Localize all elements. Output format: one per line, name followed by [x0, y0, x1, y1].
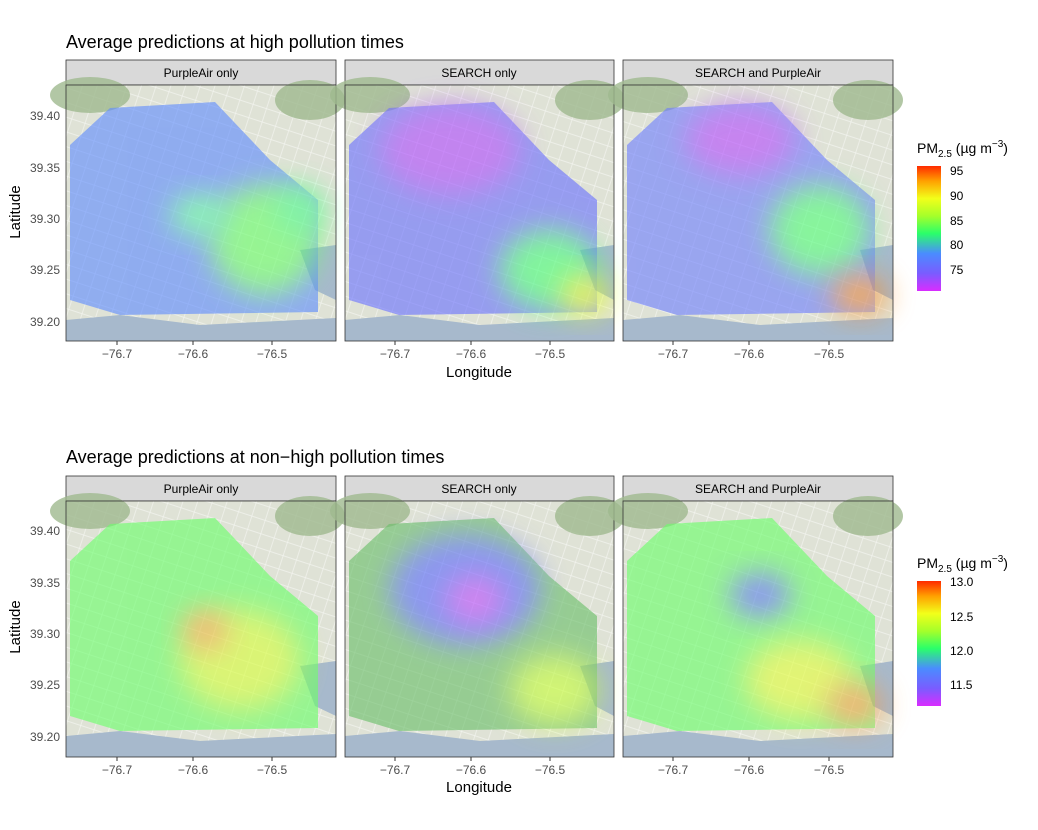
x-axis-row-1: −76.7 −76.6 −76.5 −76.7 −76.6 −76.5 −76.… [102, 341, 845, 361]
legend-tick: 85 [950, 214, 964, 228]
x-tick-label: −76.5 [257, 763, 288, 777]
legend-title: PM2.5 (µg m−3) [917, 139, 1008, 160]
legend-title: PM2.5 (µg m−3) [917, 554, 1008, 575]
y-axis-row-2: 39.40 39.35 39.30 39.25 39.20 [30, 524, 60, 744]
y-axis-label-row-1: Latitude [7, 185, 24, 238]
legend-tick: 80 [950, 238, 964, 252]
x-tick-label: −76.5 [535, 763, 566, 777]
panel-row1-purpleair: PurpleAir only [50, 59, 345, 342]
panel-border [622, 84, 894, 342]
panel-row2-combined: SEARCH and PurpleAir [608, 475, 903, 758]
y-tick-label: 39.25 [30, 263, 60, 277]
legend-tick: 12.5 [950, 610, 974, 624]
strip-label: SEARCH only [441, 482, 516, 496]
x-tick-label: −76.5 [257, 347, 288, 361]
y-axis-row-1: 39.40 39.35 39.30 39.25 39.20 [30, 109, 60, 329]
panel-border [65, 84, 337, 342]
x-tick-label: −76.6 [178, 763, 209, 777]
panel-border [344, 500, 615, 758]
y-tick-label: 39.20 [30, 730, 60, 744]
prediction-surface [349, 518, 600, 731]
x-axis-label-row-2: Longitude [446, 779, 512, 796]
x-tick-label: −76.6 [456, 763, 487, 777]
prediction-surface [70, 518, 318, 731]
strip-label: SEARCH and PurpleAir [695, 482, 821, 496]
y-tick-label: 39.30 [30, 627, 60, 641]
panel-border [65, 500, 337, 758]
y-tick-label: 39.20 [30, 315, 60, 329]
panel-row1-combined: SEARCH and PurpleAir [608, 59, 903, 342]
prediction-surface [349, 102, 610, 315]
y-tick-label: 39.40 [30, 524, 60, 538]
x-tick-label: −76.7 [380, 763, 411, 777]
x-tick-label: −76.7 [380, 347, 411, 361]
x-tick-label: −76.7 [102, 763, 133, 777]
legend-tick: 11.5 [950, 678, 973, 692]
legend-tick: 95 [950, 164, 964, 178]
x-tick-label: −76.5 [814, 763, 845, 777]
strip-label: PurpleAir only [164, 482, 239, 496]
x-tick-label: −76.5 [535, 347, 566, 361]
prediction-surface [627, 518, 883, 731]
x-tick-label: −76.7 [658, 347, 689, 361]
panel-row2-search: SEARCH only [330, 475, 625, 758]
y-axis-label-row-2: Latitude [7, 600, 24, 653]
y-tick-label: 39.35 [30, 576, 60, 590]
x-tick-label: −76.6 [456, 347, 487, 361]
x-tick-label: −76.6 [178, 347, 209, 361]
y-tick-label: 39.40 [30, 109, 60, 123]
row-1-title: Average predictions at high pollution ti… [66, 32, 404, 52]
panel-border [344, 84, 615, 342]
y-tick-label: 39.35 [30, 161, 60, 175]
strip-label: SEARCH and PurpleAir [695, 66, 821, 80]
x-tick-label: −76.6 [734, 347, 765, 361]
legend-tick: 13.0 [950, 575, 974, 589]
x-tick-label: −76.7 [658, 763, 689, 777]
x-tick-label: −76.7 [102, 347, 133, 361]
panel-border [622, 500, 894, 758]
panel-row1-search: SEARCH only [330, 59, 625, 342]
strip-label: PurpleAir only [164, 66, 239, 80]
legend-tick: 75 [950, 263, 964, 277]
strip-label: SEARCH only [441, 66, 516, 80]
x-axis-label-row-1: Longitude [446, 364, 512, 381]
row-2-title: Average predictions at non−high pollutio… [66, 447, 444, 467]
y-tick-label: 39.25 [30, 678, 60, 692]
legend-row-2: PM2.5 (µg m−3) 13.0 12.5 12.0 11.5 [917, 554, 1008, 706]
legend-tick: 12.0 [950, 644, 974, 658]
x-tick-label: −76.6 [734, 763, 765, 777]
y-tick-label: 39.30 [30, 212, 60, 226]
prediction-surface [627, 102, 888, 315]
legend-colorbar [917, 581, 941, 706]
panel-row2-purpleair: PurpleAir only [50, 475, 345, 758]
legend-tick: 90 [950, 189, 964, 203]
x-axis-row-2: −76.7 −76.6 −76.5 −76.7 −76.6 −76.5 −76.… [102, 757, 845, 777]
x-tick-label: −76.5 [814, 347, 845, 361]
legend-row-1: PM2.5 (µg m−3) 95 90 85 80 75 [917, 139, 1008, 291]
prediction-surface [70, 102, 325, 315]
legend-colorbar [917, 166, 941, 291]
